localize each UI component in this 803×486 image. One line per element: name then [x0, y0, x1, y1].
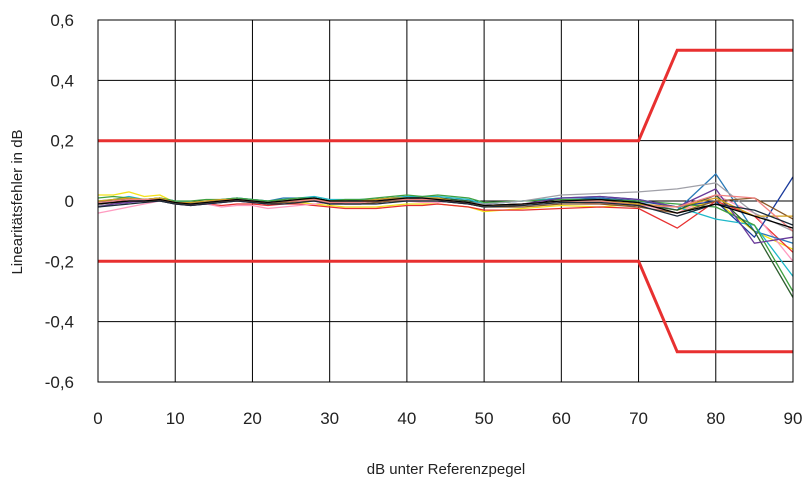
y-tick-label: 0,6 [50, 11, 74, 30]
series-line-15 [97, 197, 794, 229]
y-axis-label: Linearitätsfehler in dB [9, 129, 26, 274]
series-line-7 [97, 194, 794, 292]
upper-limit-line [98, 48, 793, 143]
x-tick-label: 20 [243, 409, 262, 428]
x-tick-label: 40 [397, 409, 416, 428]
x-tick-label: 70 [629, 409, 648, 428]
x-tick-label: 80 [706, 409, 725, 428]
x-tick-label: 0 [93, 409, 102, 428]
lower-limit-line [98, 259, 793, 354]
x-tick-label: 30 [320, 409, 339, 428]
y-tick-label: 0,4 [50, 71, 74, 90]
x-tick-label: 50 [475, 409, 494, 428]
y-tick-label: 0 [65, 192, 74, 211]
y-tick-labels: 0,6 0,4 0,2 0 -0,2 -0,4 -0,6 [45, 11, 74, 392]
y-tick-label: -0,4 [45, 313, 74, 332]
y-tick-label: -0,6 [45, 373, 74, 392]
x-tick-label: 90 [784, 409, 803, 428]
x-tick-label: 10 [166, 409, 185, 428]
x-tick-label: 60 [552, 409, 571, 428]
data-series [97, 173, 794, 298]
plot-frame [97, 19, 794, 383]
y-tick-label: 0,2 [50, 132, 74, 151]
y-tick-label: -0,2 [45, 252, 74, 271]
x-tick-labels: 0 10 20 30 40 50 60 70 80 90 [93, 409, 802, 428]
tolerance-limits [98, 48, 793, 354]
series-line-14 [97, 200, 794, 226]
x-axis-label: dB unter Referenzpegel [367, 461, 525, 478]
